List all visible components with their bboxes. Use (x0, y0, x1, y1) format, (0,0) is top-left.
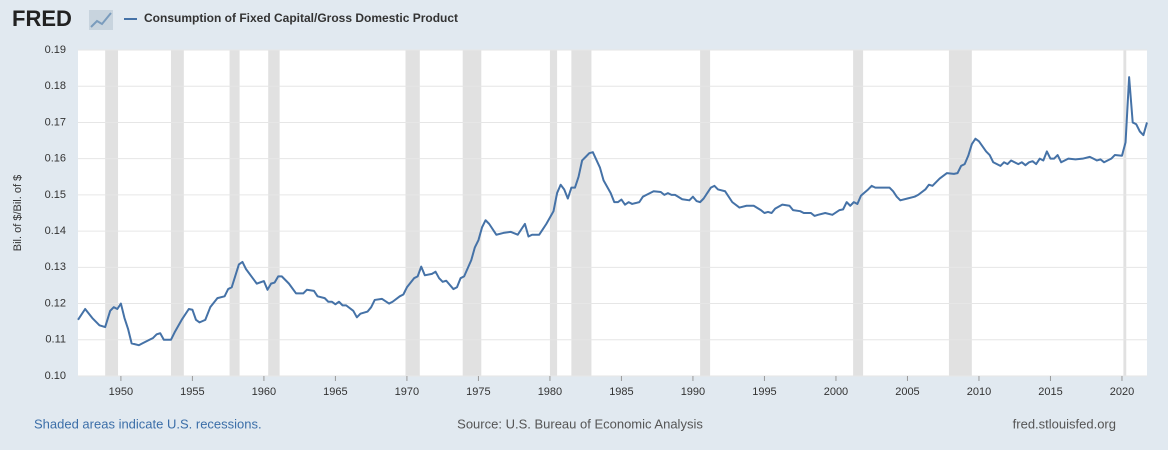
x-tick-label: 1975 (466, 386, 490, 398)
x-tick-label: 2005 (895, 386, 919, 398)
x-tick-label: 1955 (180, 386, 204, 398)
y-tick-label: 0.18 (45, 80, 66, 92)
recession-band (170, 50, 184, 376)
recession-band (462, 50, 482, 376)
footer-note[interactable]: Shaded areas indicate U.S. recessions. (34, 416, 262, 431)
y-tick-label: 0.11 (45, 334, 66, 346)
x-tick-label: 2020 (1110, 386, 1134, 398)
x-tick-label: 1995 (752, 386, 776, 398)
y-tick-label: 0.19 (45, 44, 66, 56)
recession-band (1123, 50, 1127, 376)
x-tick-label: 2000 (824, 386, 848, 398)
footer-site[interactable]: fred.stlouisfed.org (1013, 416, 1116, 431)
x-tick-label: 1970 (395, 386, 419, 398)
x-tick-label: 2010 (967, 386, 991, 398)
recession-band (105, 50, 119, 376)
logo: FRED (12, 6, 72, 31)
recession-band (853, 50, 864, 376)
y-tick-label: 0.15 (45, 189, 66, 201)
data-line (77, 76, 1148, 347)
y-tick-label: 0.17 (45, 116, 66, 128)
y-tick-label: 0.16 (45, 153, 66, 165)
legend-label: Consumption of Fixed Capital/Gross Domes… (144, 11, 458, 25)
y-axis-label: Bil. of $/Bil. of $ (12, 175, 24, 251)
logo-icon (89, 10, 113, 30)
y-tick-label: 0.13 (45, 261, 66, 273)
recession-band (405, 50, 420, 376)
y-tick-label: 0.12 (45, 297, 66, 309)
x-tick-label: 1985 (609, 386, 633, 398)
x-tick-label: 1960 (252, 386, 276, 398)
x-tick-label: 1980 (538, 386, 562, 398)
recession-band (229, 50, 240, 376)
x-tick-label: 2015 (1038, 386, 1062, 398)
x-tick-label: 1990 (681, 386, 705, 398)
recession-band (948, 50, 972, 376)
recession-band (700, 50, 711, 376)
y-tick-label: 0.10 (45, 370, 66, 382)
x-tick-label: 1965 (323, 386, 347, 398)
footer-source: Source: U.S. Bureau of Economic Analysis (457, 416, 703, 431)
recession-band (268, 50, 280, 376)
recession-band (571, 50, 592, 376)
x-tick-label: 1950 (109, 386, 133, 398)
y-tick-label: 0.14 (45, 225, 66, 237)
